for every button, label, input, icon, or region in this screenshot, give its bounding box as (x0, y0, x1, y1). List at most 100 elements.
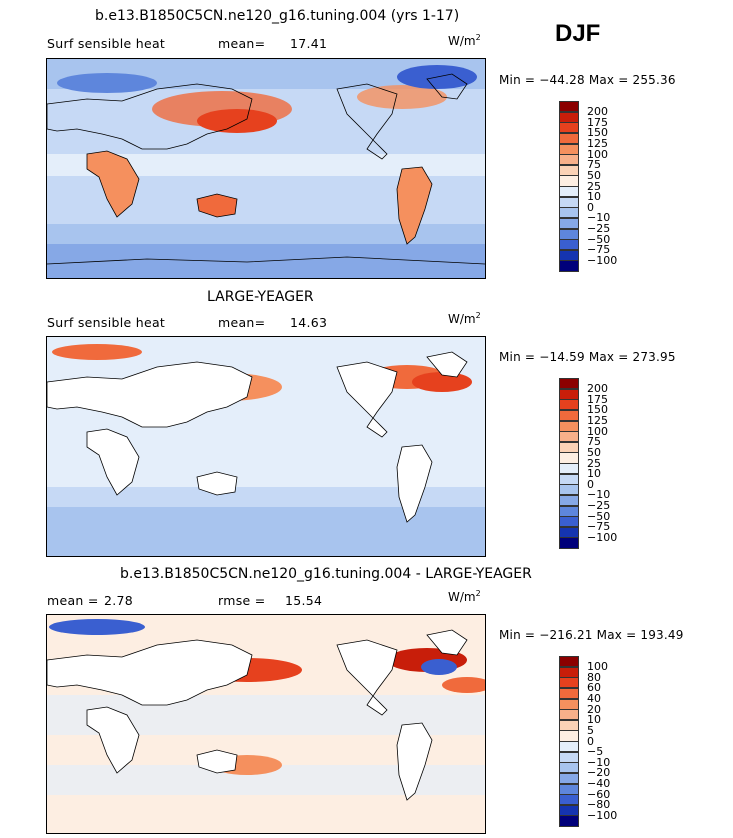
colorbar-level-label: 200 (587, 382, 608, 396)
panel-1-colorbar: 200 175 150 125 100 75 50 25 10 0 −10 −25 −50 −75 −100 (559, 101, 617, 272)
colorbar-level-label: 150 (587, 126, 608, 140)
colorbar-level-label: 0 (587, 200, 594, 214)
colorbar-level-label: 75 (587, 435, 601, 449)
panel-2-minmax: Min = −14.59 Max = 273.95 (499, 350, 676, 364)
colorbar-swatch (559, 207, 579, 219)
panel-3-map (46, 614, 486, 834)
colorbar-level-label: −25 (587, 499, 611, 512)
colorbar-level-label: 60 (587, 681, 601, 695)
panel-1-mean-label: mean= (218, 36, 266, 51)
colorbar-swatch (559, 804, 579, 816)
colorbar-swatch (559, 730, 579, 742)
panel-2-title: LARGE-YEAGER (207, 289, 314, 305)
panel-2-max: 273.95 (632, 350, 676, 364)
colorbar-swatch (559, 505, 579, 517)
colorbar-swatch (559, 751, 579, 763)
colorbar-level-label: −50 (587, 232, 611, 246)
colorbar-level-label: −50 (587, 509, 611, 523)
colorbar-level-label: 40 (587, 692, 601, 705)
panel-3-min: −216.21 (539, 628, 593, 642)
colorbar-swatch (559, 537, 579, 549)
colorbar-level-label: −20 (587, 766, 611, 780)
colorbar-swatch (559, 239, 579, 251)
colorbar-swatch (559, 101, 579, 113)
panel-2-mean-value: 14.63 (290, 315, 328, 330)
colorbar-swatch (559, 719, 579, 731)
colorbar-swatch (559, 516, 579, 528)
colorbar-swatch (559, 420, 579, 432)
colorbar-swatch (559, 526, 579, 538)
colorbar-swatch (559, 217, 579, 229)
panel-3-mean-value: 2.78 (104, 593, 134, 608)
colorbar-swatch (559, 175, 579, 187)
colorbar-level-label: 150 (587, 403, 608, 417)
colorbar-level-label: −25 (587, 222, 611, 235)
panel-2-mean-label: mean= (218, 315, 266, 330)
colorbar-swatch (559, 441, 579, 453)
colorbar-swatch (559, 794, 579, 806)
colorbar-level-label: 100 (587, 424, 608, 438)
colorbar-swatch (559, 399, 579, 411)
colorbar-swatch (559, 494, 579, 506)
colorbar-swatch (559, 762, 579, 774)
colorbar-swatch (559, 409, 579, 421)
panel-1-max: 255.36 (632, 73, 676, 87)
colorbar-swatch (559, 815, 579, 827)
colorbar-swatch (559, 431, 579, 443)
colorbar-level-label: 0 (587, 477, 594, 491)
colorbar-level-label: −100 (587, 253, 618, 267)
colorbar-level-label: 50 (587, 168, 601, 182)
colorbar-level-label: 125 (587, 414, 608, 427)
panel-2-map-field (47, 337, 485, 556)
colorbar-swatch (559, 164, 579, 176)
colorbar-swatch (559, 249, 579, 261)
colorbar-swatch (559, 473, 579, 485)
colorbar-swatch (559, 687, 579, 699)
colorbar-level-label: −80 (587, 798, 611, 812)
panel-2-map (46, 336, 486, 557)
panel-3-rmse-label: rmse = (218, 593, 266, 608)
colorbar-level-label: −5 (587, 745, 604, 759)
panel-1-minmax: Min = −44.28 Max = 255.36 (499, 73, 676, 87)
colorbar-swatch (559, 260, 579, 272)
colorbar-level-label: 80 (587, 670, 601, 684)
panel-3-mean-label: mean = (47, 593, 99, 608)
panel-3-colorbar: 100 80 60 40 20 10 5 0 −5 −10 −20 −40 −60 −80 −100 (559, 656, 617, 827)
panel-1-map-field (47, 59, 485, 278)
colorbar-swatch (559, 196, 579, 208)
colorbar-level-label: −10 (587, 755, 611, 769)
colorbar-level-label: 0 (587, 734, 594, 748)
colorbar-swatch (559, 122, 579, 134)
colorbar-level-label: −100 (587, 530, 618, 544)
colorbar-level-label: −75 (587, 243, 611, 257)
panel-1-units: W/m2 (448, 33, 481, 48)
colorbar-swatch (559, 666, 579, 678)
colorbar-level-label: 50 (587, 445, 601, 459)
panel-3-rmse-value: 15.54 (285, 593, 323, 608)
panel-2-variable: Surf sensible heat (47, 315, 166, 330)
colorbar-level-label: 5 (587, 723, 594, 737)
colorbar-swatch (559, 154, 579, 166)
colorbar-level-label: 10 (587, 467, 601, 481)
colorbar-level-label: −40 (587, 777, 611, 790)
colorbar-level-label: 100 (587, 660, 608, 674)
colorbar-swatch (559, 186, 579, 198)
colorbar-level-label: −10 (587, 488, 611, 502)
colorbar-swatch (559, 143, 579, 155)
colorbar-level-label: −60 (587, 787, 611, 801)
colorbar-level-label: 25 (587, 179, 601, 193)
colorbar-level-label: 75 (587, 158, 601, 172)
colorbar-swatch (559, 677, 579, 689)
colorbar-swatch (559, 132, 579, 144)
colorbar-level-label: −100 (587, 808, 618, 822)
panel-1-map (46, 58, 486, 279)
panel-3-title: b.e13.B1850C5CN.ne120_g16.tuning.004 - L… (120, 566, 532, 582)
colorbar-level-label: 10 (587, 713, 601, 727)
panel-3-minmax: Min = −216.21 Max = 193.49 (499, 628, 684, 642)
colorbar-swatch (559, 656, 579, 668)
colorbar-level-label: 175 (587, 392, 608, 406)
panel-1-mean-value: 17.41 (290, 36, 328, 51)
colorbar-swatch (559, 741, 579, 753)
colorbar-swatch (559, 783, 579, 795)
colorbar-level-label: 20 (587, 702, 601, 716)
